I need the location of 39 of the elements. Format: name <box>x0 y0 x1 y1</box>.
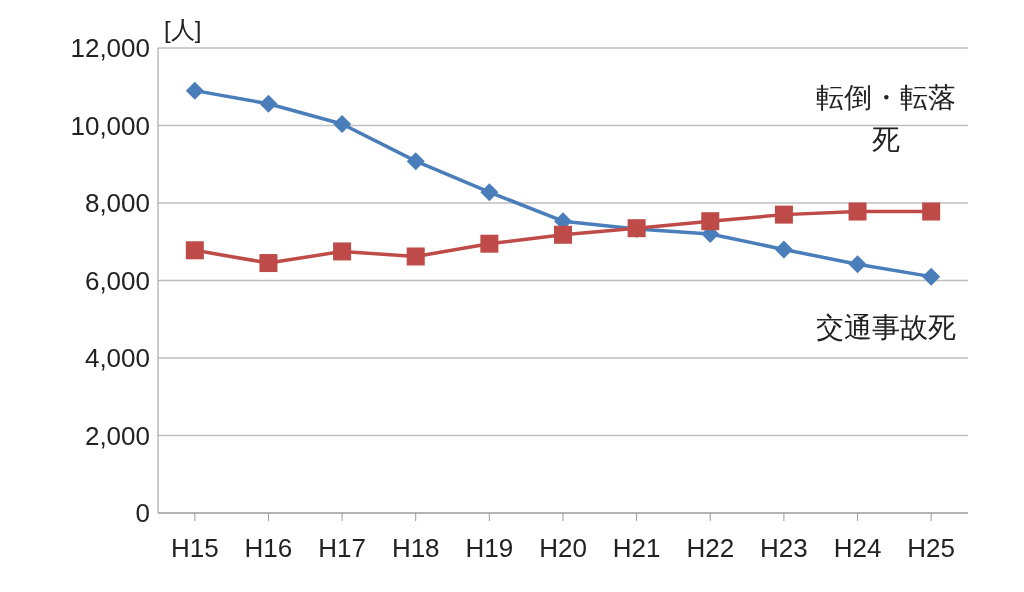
point <box>848 202 867 221</box>
y-tick-label: 10,000 <box>70 110 150 141</box>
x-tick-label: H25 <box>907 533 956 564</box>
point <box>333 242 352 261</box>
point <box>406 152 425 171</box>
y-axis-title: [人] <box>164 15 202 45</box>
point <box>774 205 793 224</box>
point <box>185 241 204 260</box>
x-tick-label: H21 <box>612 533 661 564</box>
point <box>259 254 278 273</box>
x-tick-label: H22 <box>686 533 735 564</box>
series-label: 転倒・転落死 <box>815 80 958 157</box>
x-tick-label: H15 <box>170 533 219 564</box>
x-tick-label: H19 <box>465 533 514 564</box>
point <box>333 114 352 133</box>
x-tick-label: H17 <box>318 533 366 564</box>
point <box>701 212 720 231</box>
y-tick-label: 12,000 <box>70 33 150 64</box>
point <box>554 225 572 244</box>
x-tick-label: H16 <box>244 533 293 564</box>
point <box>922 202 941 221</box>
y-tick-label: 4,000 <box>84 343 150 374</box>
y-tick-label: 2,000 <box>84 420 150 451</box>
point <box>848 255 867 274</box>
y-tick-label: 0 <box>135 498 150 529</box>
point <box>259 94 278 113</box>
series-label: 交通事故死 <box>815 310 958 345</box>
point <box>480 234 499 253</box>
point <box>406 247 425 266</box>
y-tick-label: 6,000 <box>84 265 150 296</box>
y-tick-label: 8,000 <box>84 188 150 219</box>
point <box>922 267 941 286</box>
point <box>480 183 499 202</box>
point <box>774 240 793 259</box>
x-tick-label: H24 <box>833 533 882 564</box>
point <box>185 81 204 100</box>
x-tick-label: H20 <box>539 533 587 564</box>
x-tick-label: H18 <box>391 533 440 564</box>
x-tick-label: H23 <box>760 533 808 564</box>
